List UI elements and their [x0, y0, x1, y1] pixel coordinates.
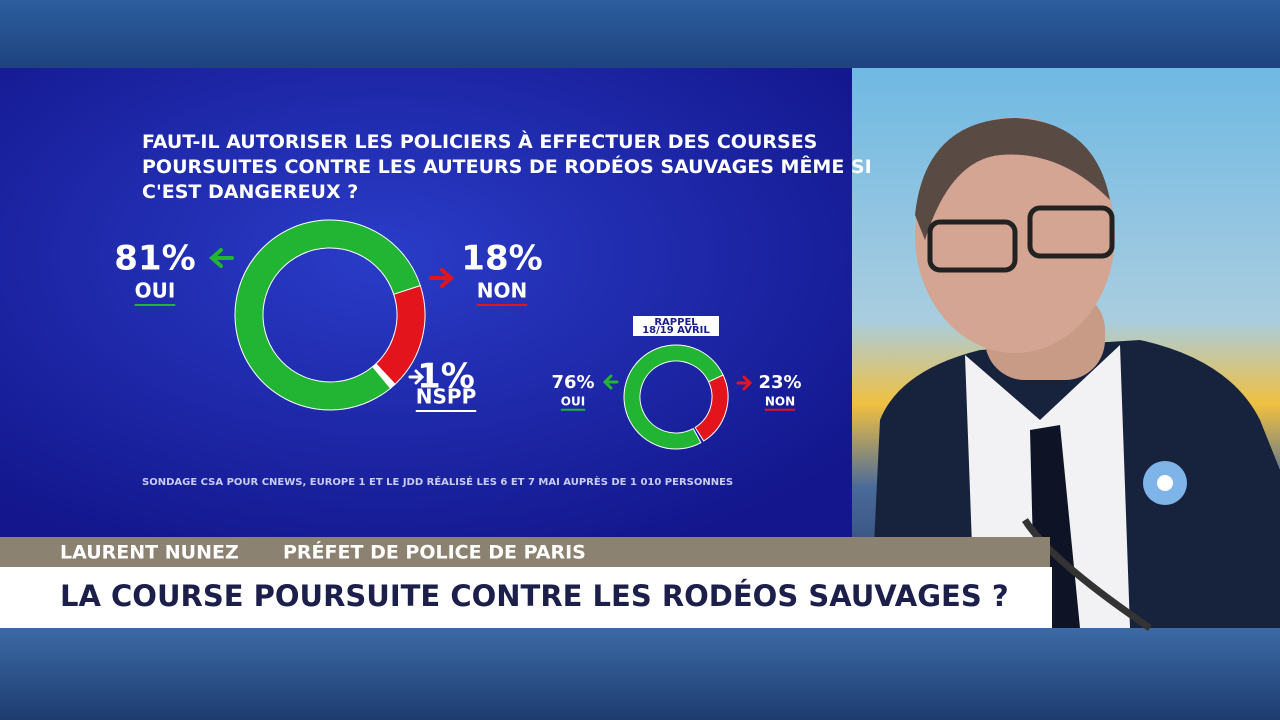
donut-segment — [623, 344, 724, 450]
value-label: 18% — [461, 239, 542, 279]
top-band — [0, 0, 1280, 68]
name-strip — [0, 537, 1050, 567]
bottom-band — [0, 628, 1280, 720]
headline: LA COURSE POURSUITE CONTRE LES RODÉOS SA… — [60, 579, 1009, 613]
legend-label: OUI — [561, 395, 585, 409]
recall-box — [633, 316, 719, 336]
legend-label: NSPP — [416, 385, 476, 409]
legend-label: NON — [765, 395, 795, 409]
donut-segment — [372, 363, 396, 389]
graphic-panel — [0, 68, 852, 537]
chart-title: FAUT-IL AUTORISER LES POLICIERS À EFFECT… — [142, 130, 872, 203]
guest-role: PRÉFET DE POLICE DE PARIS — [283, 541, 586, 564]
arrows — [208, 248, 753, 391]
value-label: 81% — [114, 239, 195, 279]
headline-strip — [0, 567, 1052, 628]
donut-segment — [234, 219, 421, 411]
value-label: 23% — [758, 372, 801, 393]
guest-name: LAURENT NUNEZ — [60, 542, 239, 564]
donut-segment — [694, 374, 729, 442]
title-line: FAUT-IL AUTORISER LES POLICIERS À EFFECT… — [142, 130, 817, 153]
recall-title: 18/19 AVRIL — [642, 325, 710, 336]
recall-title: RAPPEL — [654, 317, 698, 328]
title-line: POURSUITES CONTRE LES AUTEURS DE RODÉOS … — [142, 155, 872, 178]
legend-label: NON — [477, 279, 527, 303]
source: SONDAGE CSA POUR CNEWS, EUROPE 1 ET LE J… — [142, 475, 733, 488]
legend-label: OUI — [135, 279, 176, 303]
value-label: 76% — [551, 372, 594, 393]
title-line: C'EST DANGEREUX ? — [142, 181, 358, 203]
value-label: 1% — [417, 357, 475, 397]
